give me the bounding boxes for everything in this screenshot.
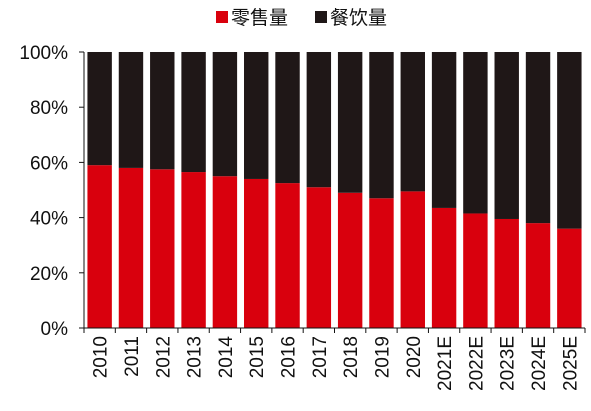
y-tick-label: 0%: [41, 319, 69, 340]
bar-segment-retail: [244, 178, 269, 328]
bar-segment-catering: [557, 52, 582, 229]
x-tick-label: 2024E: [529, 336, 550, 391]
bar-segment-retail: [557, 228, 582, 328]
bar-segment-retail: [494, 218, 519, 328]
bar-segment-retail: [525, 223, 551, 328]
x-tick-label: 2023E: [498, 336, 519, 391]
x-tick-label: 2017: [310, 336, 331, 378]
bar-segment-catering: [337, 52, 363, 193]
bar-segment-catering: [369, 52, 394, 199]
legend-item-catering: 餐饮量: [315, 7, 387, 29]
bars: [87, 52, 582, 328]
x-tick-label: 2021E: [435, 336, 456, 391]
x-tick-label: 2019: [372, 336, 393, 378]
bar-segment-catering: [87, 52, 112, 166]
y-tick-label: 20%: [30, 264, 68, 285]
y-tick-label: 60%: [30, 153, 68, 174]
bar-segment-retail: [431, 207, 457, 328]
bar-segment-retail: [400, 191, 425, 328]
legend-item-retail: 零售量: [216, 7, 288, 29]
bar-segment-catering: [181, 52, 206, 173]
bar-segment-retail: [212, 176, 238, 328]
x-tick-label: 2020: [404, 336, 425, 378]
bar-segment-catering: [400, 52, 425, 192]
bar-segment-catering: [212, 52, 238, 177]
x-tick-label: 2010: [91, 336, 112, 378]
bar-segment-retail: [369, 198, 394, 328]
x-tick-label: 2025E: [560, 336, 581, 391]
legend-label-retail: 零售量: [231, 7, 288, 29]
x-tick-label: 2012: [153, 336, 174, 378]
bar-segment-retail: [337, 192, 363, 328]
bar-segment-catering: [431, 52, 457, 208]
bar-segment-retail: [275, 183, 300, 328]
x-tick-label: 2015: [247, 336, 268, 378]
bar-segment-retail: [181, 172, 206, 328]
bar-segment-catering: [463, 52, 488, 214]
y-tick-label: 40%: [30, 209, 68, 230]
x-tick-label: 2014: [216, 336, 237, 379]
legend: 零售量 餐饮量: [216, 7, 387, 29]
y-tick-label: 80%: [30, 98, 68, 119]
bar-segment-catering: [306, 52, 332, 188]
legend-swatch-retail: [216, 11, 228, 23]
x-axis: 2010 2011 2012 2013 2014 2015 2016 2017 2018 2019…: [83, 327, 586, 391]
bar-segment-catering: [150, 52, 175, 170]
bar-segment-retail: [150, 169, 175, 328]
bar-segment-catering: [244, 52, 269, 179]
bar-segment-catering: [525, 52, 551, 224]
legend-swatch-catering: [315, 11, 327, 23]
bar-segment-retail: [118, 167, 144, 328]
legend-label-catering: 餐饮量: [330, 7, 387, 29]
x-tick-label: 2018: [341, 336, 362, 378]
x-tick-label: 2016: [279, 336, 300, 378]
bar-segment-retail: [87, 165, 112, 328]
x-tick-label: 2022E: [466, 336, 487, 391]
bar-segment-catering: [494, 52, 519, 219]
bar-segment-catering: [275, 52, 300, 184]
x-tick-label: 2013: [185, 336, 206, 378]
y-tick-label: 100%: [19, 43, 68, 64]
bar-segment-retail: [463, 213, 488, 328]
bar-segment-catering: [118, 52, 144, 168]
bar-segment-retail: [306, 187, 332, 328]
y-axis: 0% 20% 40% 60% 80% 100%: [19, 43, 85, 340]
x-tick-label: 2011: [122, 336, 143, 377]
